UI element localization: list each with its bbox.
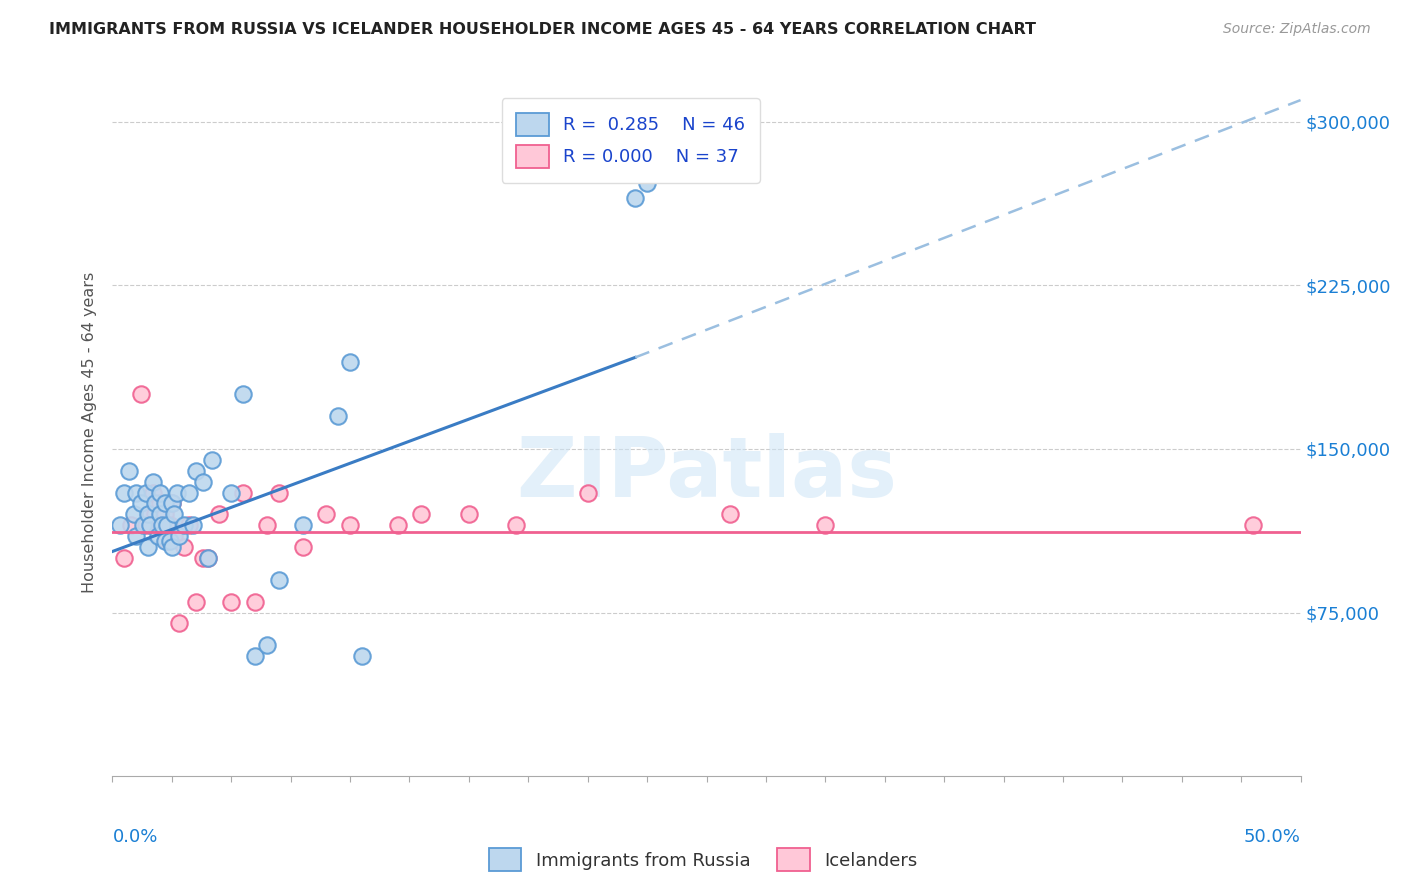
Point [167, 529, 190, 543]
Point [112, 551, 135, 566]
Point [132, 518, 155, 533]
Point [243, 649, 266, 664]
Text: 50.0%: 50.0% [1244, 828, 1301, 846]
Point [184, 594, 207, 608]
Point [201, 453, 224, 467]
Legend: Immigrants from Russia, Icelanders: Immigrants from Russia, Icelanders [481, 841, 925, 879]
Point [191, 551, 214, 566]
Point [339, 355, 361, 369]
Point [142, 475, 165, 489]
Point [159, 533, 181, 548]
Point [173, 518, 195, 533]
Point [350, 649, 373, 664]
Point [232, 485, 254, 500]
Legend: R =  0.285    N = 46, R = 0.000    N = 37: R = 0.285 N = 46, R = 0.000 N = 37 [502, 98, 759, 183]
Point [387, 518, 409, 533]
Point [139, 508, 162, 522]
Point [328, 409, 350, 424]
Point [136, 508, 159, 522]
Point [624, 191, 647, 205]
Point [167, 616, 190, 631]
Point [129, 387, 152, 401]
Point [191, 475, 214, 489]
Text: Source: ZipAtlas.com: Source: ZipAtlas.com [1223, 22, 1371, 37]
Point [112, 485, 135, 500]
Point [153, 508, 176, 522]
Point [139, 518, 162, 533]
Point [153, 496, 176, 510]
Point [129, 496, 152, 510]
Point [291, 540, 314, 554]
Point [718, 508, 741, 522]
Text: IMMIGRANTS FROM RUSSIA VS ICELANDER HOUSEHOLDER INCOME AGES 45 - 64 YEARS CORREL: IMMIGRANTS FROM RUSSIA VS ICELANDER HOUS… [49, 22, 1036, 37]
Point [125, 529, 148, 543]
Point [291, 518, 314, 533]
Point [411, 508, 433, 522]
Point [108, 518, 131, 533]
Text: 0.0%: 0.0% [112, 828, 157, 846]
Point [181, 518, 204, 533]
Point [208, 508, 231, 522]
Point [125, 485, 148, 500]
Point [267, 573, 290, 587]
Point [156, 518, 179, 533]
Point [197, 551, 219, 566]
Point [135, 485, 157, 500]
Point [121, 518, 143, 533]
Point [122, 508, 145, 522]
Point [142, 485, 165, 500]
Point [505, 518, 527, 533]
Point [149, 518, 172, 533]
Point [135, 518, 157, 533]
Point [149, 485, 172, 500]
Point [219, 485, 243, 500]
Point [219, 594, 243, 608]
Point [166, 485, 188, 500]
Point [149, 508, 172, 522]
Point [160, 496, 183, 510]
Point [636, 176, 658, 190]
Point [163, 508, 186, 522]
Point [163, 529, 186, 543]
Point [150, 518, 173, 533]
Point [184, 464, 207, 478]
Point [143, 496, 166, 510]
Point [173, 540, 195, 554]
Point [156, 533, 179, 548]
Point [153, 533, 176, 548]
Point [118, 464, 141, 478]
Point [177, 518, 200, 533]
Point [136, 540, 159, 554]
Point [160, 540, 183, 554]
Point [576, 485, 599, 500]
Point [315, 508, 337, 522]
Point [339, 518, 361, 533]
Point [243, 594, 266, 608]
Point [197, 551, 219, 566]
Point [149, 496, 172, 510]
Point [267, 485, 290, 500]
Text: ZIPatlas: ZIPatlas [516, 434, 897, 515]
Point [143, 508, 166, 522]
Point [458, 508, 481, 522]
Y-axis label: Householder Income Ages 45 - 64 years: Householder Income Ages 45 - 64 years [82, 272, 97, 593]
Point [648, 159, 671, 173]
Point [232, 387, 254, 401]
Point [146, 529, 169, 543]
Point [1241, 518, 1264, 533]
Point [159, 518, 181, 533]
Point [160, 496, 183, 510]
Point [256, 638, 278, 652]
Point [177, 485, 200, 500]
Point [814, 518, 837, 533]
Point [256, 518, 278, 533]
